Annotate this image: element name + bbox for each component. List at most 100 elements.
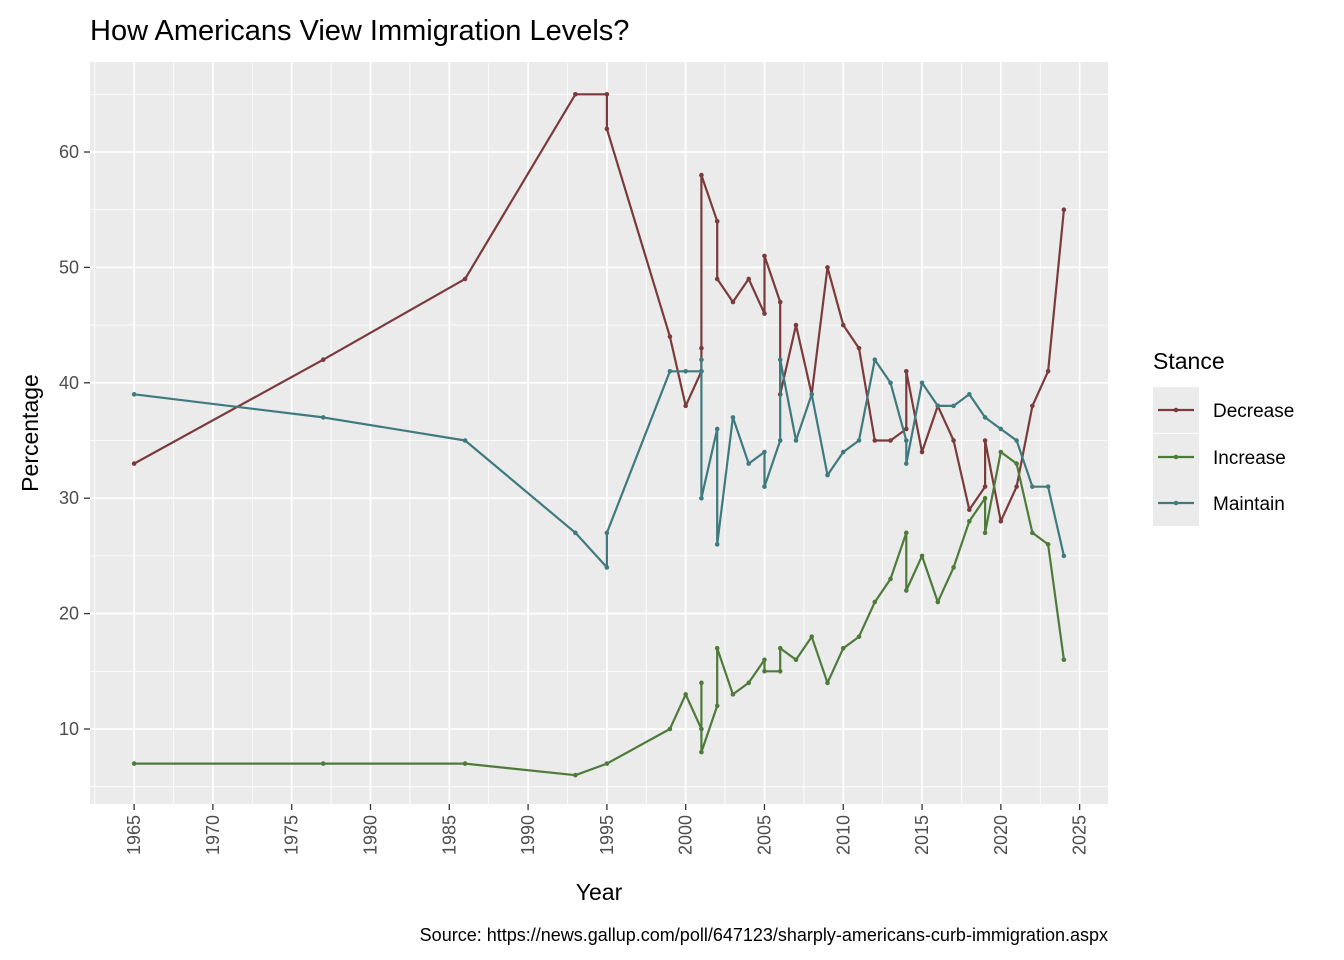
legend-key-point-increase	[1173, 454, 1179, 460]
data-point-maintain	[982, 415, 988, 420]
y-tick-label: 30	[59, 488, 79, 508]
data-point-increase	[903, 530, 909, 536]
data-point-decrease	[667, 334, 673, 339]
data-point-decrease	[762, 311, 767, 316]
data-point-increase	[762, 668, 767, 674]
data-point-decrease	[967, 507, 972, 513]
data-point-increase	[935, 599, 941, 605]
data-point-increase	[762, 657, 767, 663]
data-point-decrease	[982, 484, 988, 489]
data-point-maintain	[1045, 484, 1051, 489]
data-point-maintain	[746, 461, 752, 466]
data-point-increase	[903, 588, 909, 593]
data-point-decrease	[573, 92, 578, 97]
legend-label-decrease: Decrease	[1213, 401, 1294, 422]
data-point-decrease	[998, 518, 1004, 524]
x-tick-label: 2015	[912, 815, 932, 855]
series-increase	[131, 449, 1067, 778]
data-point-increase	[714, 645, 720, 651]
data-point-increase	[888, 576, 893, 582]
y-tick-label: 50	[59, 257, 79, 277]
legend-key-point-decrease	[1173, 407, 1179, 413]
data-point-decrease	[683, 403, 688, 409]
data-point-increase	[856, 634, 862, 639]
y-axis-label: Percentage	[17, 374, 43, 492]
data-point-increase	[793, 657, 799, 663]
data-point-increase	[714, 703, 720, 709]
y-tick-label: 40	[59, 373, 79, 393]
data-point-decrease	[840, 322, 846, 328]
legend-key-point-maintain	[1173, 500, 1179, 506]
data-point-maintain	[667, 368, 673, 374]
data-point-decrease	[604, 126, 610, 132]
data-point-maintain	[840, 449, 846, 455]
data-point-increase	[699, 680, 704, 686]
data-point-maintain	[998, 426, 1004, 432]
x-tick-label: 1990	[518, 815, 538, 855]
data-point-maintain	[935, 403, 941, 409]
data-point-maintain	[872, 357, 878, 363]
grid-lines	[90, 62, 1108, 804]
data-point-maintain	[699, 357, 704, 363]
data-point-maintain	[714, 542, 720, 547]
x-tick-label: 2010	[833, 815, 853, 855]
series-line-increase	[134, 450, 1065, 777]
data-point-decrease	[1030, 403, 1035, 409]
data-point-maintain	[573, 530, 578, 536]
data-point-increase	[573, 772, 578, 778]
data-point-maintain	[1061, 553, 1067, 559]
data-point-increase	[1045, 542, 1051, 547]
series-line-maintain	[133, 358, 1065, 569]
y-tick-label: 60	[59, 142, 79, 162]
data-point-decrease	[131, 461, 137, 466]
x-tick-label: 1985	[439, 815, 459, 855]
series-lines	[131, 92, 1067, 778]
data-point-decrease	[714, 218, 720, 224]
x-tick-label: 2000	[676, 815, 696, 855]
data-point-maintain	[762, 484, 767, 489]
data-point-decrease	[320, 357, 326, 363]
data-point-increase	[998, 449, 1004, 455]
axes: 1965 1970 1975 1980 1985 1990 1995 2000 2005 2010…	[59, 142, 1090, 855]
x-tick-label: 1965	[124, 815, 144, 855]
data-point-maintain	[699, 368, 704, 374]
data-point-maintain	[604, 530, 610, 536]
data-point-increase	[872, 599, 878, 605]
x-tick-label: 2020	[991, 815, 1011, 855]
x-tick-label: 2025	[1070, 815, 1090, 855]
data-point-maintain	[951, 403, 956, 409]
data-point-decrease	[699, 345, 704, 351]
data-point-increase	[919, 553, 925, 559]
data-point-maintain	[683, 368, 688, 374]
data-point-increase	[951, 565, 956, 570]
data-point-maintain	[714, 426, 720, 432]
data-point-decrease	[888, 438, 893, 443]
data-point-increase	[699, 749, 704, 755]
source-caption: Source: https://news.gallup.com/poll/647…	[420, 925, 1108, 945]
legend: Stance Decrease Increase Maintain	[1153, 348, 1294, 526]
data-point-maintain	[730, 415, 736, 420]
data-point-decrease	[462, 276, 468, 282]
data-point-decrease	[856, 345, 862, 351]
data-point-increase	[777, 668, 783, 674]
data-point-increase	[462, 761, 468, 766]
data-point-maintain	[888, 380, 893, 386]
data-point-decrease	[604, 92, 610, 97]
data-point-decrease	[746, 276, 752, 282]
x-tick-label: 1975	[282, 815, 302, 855]
data-point-increase	[604, 761, 610, 766]
data-point-decrease	[1014, 484, 1019, 489]
data-point-maintain	[793, 438, 799, 443]
data-point-maintain	[777, 438, 783, 443]
data-point-decrease	[714, 276, 720, 282]
x-tick-label: 1970	[203, 815, 223, 855]
data-point-maintain	[699, 495, 704, 501]
data-point-maintain	[919, 380, 925, 386]
data-point-decrease	[825, 265, 830, 270]
data-point-decrease	[762, 253, 767, 259]
data-point-increase	[667, 726, 673, 732]
y-tick-label: 10	[59, 719, 79, 739]
x-tick-label: 1995	[597, 815, 617, 855]
data-point-maintain	[320, 415, 326, 420]
chart-title: How Americans View Immigration Levels?	[90, 15, 629, 47]
